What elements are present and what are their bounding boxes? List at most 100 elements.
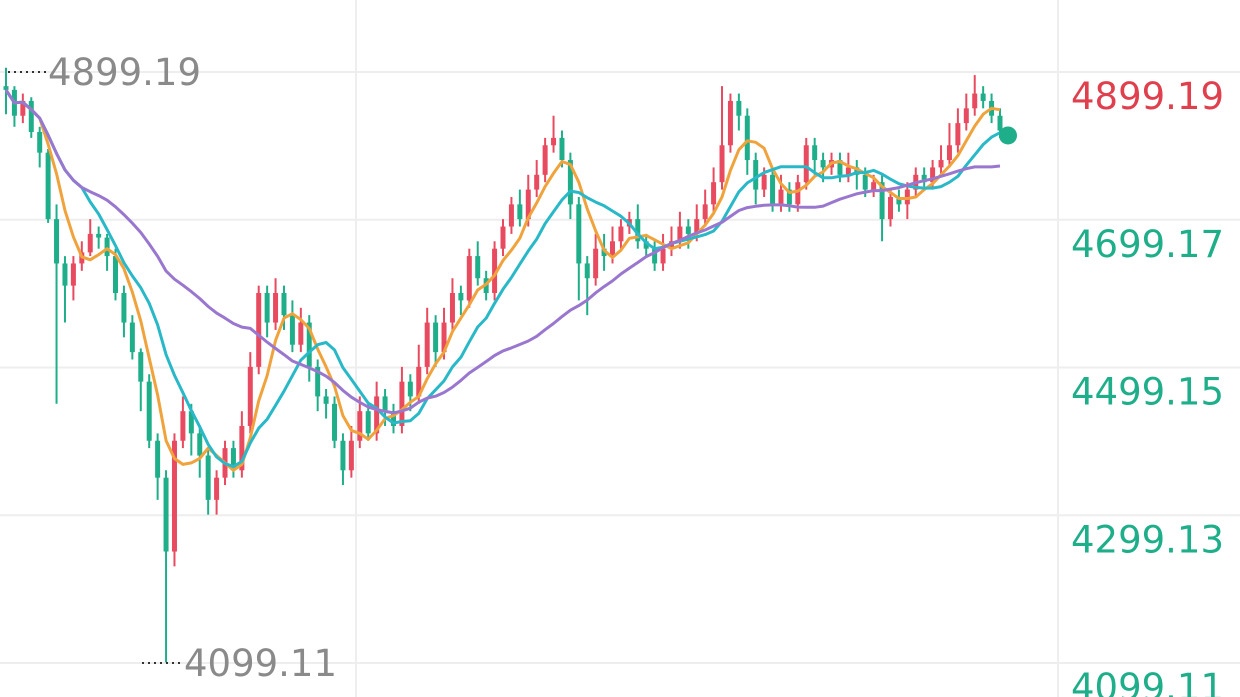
candle-body-down xyxy=(559,137,565,161)
candle xyxy=(357,396,363,449)
candle xyxy=(475,241,481,286)
candle xyxy=(247,352,253,434)
candle-body-down xyxy=(736,100,742,116)
candle xyxy=(424,307,430,375)
candle xyxy=(534,160,540,197)
candle-body-down xyxy=(155,440,161,478)
candle xyxy=(938,145,944,175)
ma-mid-line xyxy=(4,89,1001,469)
candle xyxy=(214,470,220,515)
candle-body-down xyxy=(365,411,371,434)
candle-body-down xyxy=(820,160,826,168)
candle xyxy=(365,403,371,441)
candle xyxy=(458,285,464,316)
candle-body-up xyxy=(593,248,599,279)
candle xyxy=(239,411,245,478)
candle-body-up xyxy=(508,204,514,227)
candle-body-down xyxy=(997,115,1003,131)
candle-body-up xyxy=(677,226,683,242)
candle xyxy=(955,108,961,153)
candle-body-up xyxy=(694,219,700,234)
candle xyxy=(399,366,405,434)
candle xyxy=(736,93,742,131)
candle xyxy=(62,256,68,323)
candle-body-up xyxy=(930,167,936,183)
candle-body-down xyxy=(862,174,868,190)
candle xyxy=(652,241,658,271)
candle xyxy=(660,233,666,271)
candle-body-up xyxy=(449,293,455,323)
candle-body-down xyxy=(921,174,927,183)
candle-body-up xyxy=(778,189,784,205)
candle-body-down xyxy=(584,263,590,279)
candle-body-down xyxy=(567,160,573,205)
candle xyxy=(618,219,624,249)
candle xyxy=(348,425,354,478)
candle-body-up xyxy=(551,137,557,146)
candle xyxy=(542,137,548,183)
candle-body-up xyxy=(534,174,540,190)
candle xyxy=(921,167,927,190)
candle-body-down xyxy=(896,196,902,205)
candle-body-down xyxy=(837,160,843,175)
candle xyxy=(298,307,304,353)
candle xyxy=(711,167,717,212)
candle xyxy=(727,93,733,153)
low-price-label: 4099.11 xyxy=(184,642,337,685)
candle xyxy=(904,182,910,220)
candle-body-up xyxy=(180,411,186,441)
candle-body-down xyxy=(264,293,270,323)
y-tick-label: 4899.19 xyxy=(1071,75,1224,118)
candle xyxy=(390,403,396,434)
candle-body-up xyxy=(845,167,851,175)
candle xyxy=(719,86,725,190)
candle xyxy=(28,97,34,138)
ma-long-line xyxy=(4,89,1001,415)
y-tick-label: 4099.11 xyxy=(1071,666,1224,697)
candle-body-up xyxy=(441,322,447,353)
candle-body-up xyxy=(374,396,380,434)
candle xyxy=(887,189,893,227)
candle-body-up xyxy=(719,145,725,183)
candle-body-up xyxy=(492,248,498,294)
candle xyxy=(466,248,472,308)
candle xyxy=(803,137,809,190)
low-price-annotation: 4099.11 xyxy=(142,642,337,685)
candle-body-up xyxy=(214,477,220,500)
candle xyxy=(551,115,557,153)
candle-body-down xyxy=(230,448,236,471)
price-axis: 4899.19 4699.17 4499.15 4299.13 4099.11 xyxy=(1071,75,1224,697)
candle-body-up xyxy=(525,189,531,220)
candle-body-up xyxy=(871,182,877,190)
candle-body-up xyxy=(702,204,708,220)
candle-body-down xyxy=(458,293,464,301)
candle xyxy=(197,425,203,478)
candle-body-up xyxy=(610,241,616,257)
candle-body-up xyxy=(711,182,717,205)
candle-body-down xyxy=(643,241,649,249)
candle xyxy=(281,285,287,330)
candle-body-up xyxy=(542,145,548,175)
candle-body-up xyxy=(298,322,304,345)
candle xyxy=(163,470,169,663)
candle-body-up xyxy=(20,100,26,116)
candle xyxy=(449,278,455,330)
candle-body-up xyxy=(963,108,969,124)
candle xyxy=(138,348,144,412)
candle-body-down xyxy=(54,219,60,264)
candle xyxy=(264,285,270,338)
candle-body-down xyxy=(685,226,691,234)
candle-body-down xyxy=(433,322,439,353)
candle xyxy=(11,86,17,127)
candle xyxy=(576,196,582,301)
candle xyxy=(146,374,152,449)
candle xyxy=(230,440,236,478)
candle-body-down xyxy=(28,100,34,132)
candle-body-down xyxy=(281,293,287,316)
candle xyxy=(963,93,969,131)
candle xyxy=(812,137,818,175)
candle xyxy=(289,300,295,353)
candle-body-up xyxy=(239,425,245,471)
candle xyxy=(87,219,93,257)
candle-body-up xyxy=(70,263,76,286)
